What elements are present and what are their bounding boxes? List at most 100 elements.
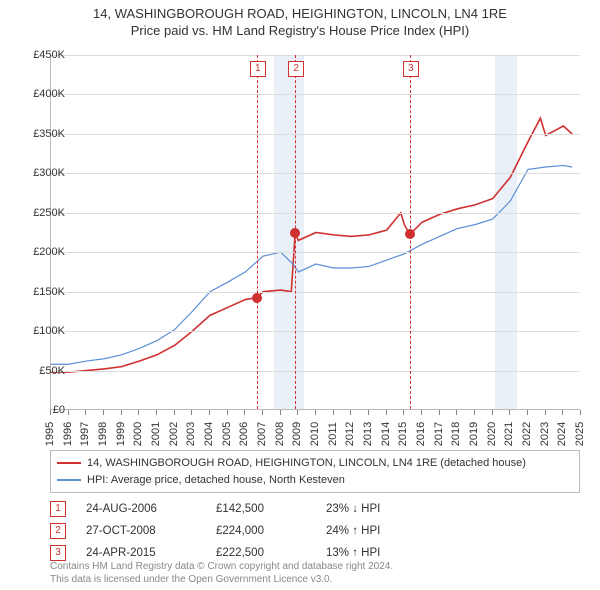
line-series-svg bbox=[51, 55, 580, 409]
x-tick bbox=[280, 410, 281, 415]
x-axis-label: 1999 bbox=[115, 422, 127, 446]
x-axis-label: 1998 bbox=[97, 422, 109, 446]
sale-marker-badge: 1 bbox=[250, 61, 266, 77]
x-axis-label: 2010 bbox=[309, 422, 321, 446]
x-axis-label: 2000 bbox=[132, 422, 144, 446]
x-axis-label: 1997 bbox=[79, 422, 91, 446]
x-tick bbox=[386, 410, 387, 415]
x-tick bbox=[174, 410, 175, 415]
x-tick bbox=[297, 410, 298, 415]
sale-marker-badge: 3 bbox=[403, 61, 419, 77]
legend-swatch-blue bbox=[57, 479, 81, 481]
x-tick bbox=[85, 410, 86, 415]
sale-row-date: 24-AUG-2006 bbox=[86, 503, 196, 515]
x-tick bbox=[209, 410, 210, 415]
legend-swatch-red bbox=[57, 462, 81, 464]
chart-container: 14, WASHINGBOROUGH ROAD, HEIGHINGTON, LI… bbox=[0, 0, 600, 590]
sale-marker-dot bbox=[405, 229, 415, 239]
gridline bbox=[51, 55, 580, 56]
y-axis-label: £50K bbox=[39, 365, 65, 377]
footnote-line-1: Contains HM Land Registry data © Crown c… bbox=[50, 560, 393, 573]
legend-item-blue: HPI: Average price, detached house, Nort… bbox=[57, 472, 573, 489]
sale-row-date: 24-APR-2015 bbox=[86, 547, 196, 559]
x-axis-label: 2007 bbox=[256, 422, 268, 446]
x-tick bbox=[262, 410, 263, 415]
gridline bbox=[51, 134, 580, 135]
sale-row: 2 27-OCT-2008 £224,000 24% ↑ HPI bbox=[50, 520, 580, 542]
chart-title: 14, WASHINGBOROUGH ROAD, HEIGHINGTON, LI… bbox=[0, 0, 600, 40]
sale-row-diff: 13% ↑ HPI bbox=[326, 547, 436, 559]
sale-row-diff: 23% ↓ HPI bbox=[326, 503, 436, 515]
series-blue bbox=[51, 165, 572, 364]
x-tick bbox=[403, 410, 404, 415]
legend-label-red: 14, WASHINGBOROUGH ROAD, HEIGHINGTON, LI… bbox=[87, 455, 526, 472]
x-axis-label: 2021 bbox=[503, 422, 515, 446]
x-axis-label: 2002 bbox=[168, 422, 180, 446]
footnote-line-2: This data is licensed under the Open Gov… bbox=[50, 573, 393, 586]
x-axis-label: 2022 bbox=[521, 422, 533, 446]
x-tick bbox=[562, 410, 563, 415]
legend-label-blue: HPI: Average price, detached house, Nort… bbox=[87, 472, 345, 489]
x-axis-label: 2014 bbox=[380, 422, 392, 446]
x-tick bbox=[68, 410, 69, 415]
sale-row-date: 27-OCT-2008 bbox=[86, 525, 196, 537]
sale-marker-badge: 2 bbox=[288, 61, 304, 77]
x-axis-label: 2024 bbox=[556, 422, 568, 446]
x-axis-label: 2017 bbox=[433, 422, 445, 446]
series-red bbox=[51, 118, 572, 372]
sale-row-price: £224,000 bbox=[216, 525, 306, 537]
y-axis-label: £250K bbox=[33, 207, 65, 219]
x-tick bbox=[456, 410, 457, 415]
x-tick bbox=[580, 410, 581, 415]
sale-marker-line bbox=[257, 55, 258, 409]
x-axis-label: 2015 bbox=[397, 422, 409, 446]
gridline bbox=[51, 331, 580, 332]
x-tick bbox=[50, 410, 51, 415]
x-tick bbox=[421, 410, 422, 415]
x-tick bbox=[509, 410, 510, 415]
x-axis-label: 2005 bbox=[221, 422, 233, 446]
sale-row-badge: 1 bbox=[50, 501, 66, 517]
x-tick bbox=[527, 410, 528, 415]
x-tick bbox=[439, 410, 440, 415]
x-tick bbox=[156, 410, 157, 415]
x-axis-label: 2019 bbox=[468, 422, 480, 446]
x-axis-label: 2018 bbox=[450, 422, 462, 446]
gridline bbox=[51, 173, 580, 174]
sale-marker-dot bbox=[252, 293, 262, 303]
gridline bbox=[51, 213, 580, 214]
gridline bbox=[51, 252, 580, 253]
x-axis-label: 2016 bbox=[415, 422, 427, 446]
x-axis-label: 2013 bbox=[362, 422, 374, 446]
title-line-2: Price paid vs. HM Land Registry's House … bbox=[0, 23, 600, 40]
y-axis-label: £0 bbox=[53, 404, 65, 416]
x-axis-label: 2011 bbox=[327, 422, 339, 446]
sale-row-price: £222,500 bbox=[216, 547, 306, 559]
x-tick bbox=[121, 410, 122, 415]
x-tick bbox=[315, 410, 316, 415]
x-axis-label: 1995 bbox=[44, 422, 56, 446]
plot-area: 1 2 3 bbox=[50, 55, 580, 410]
sale-row-badge: 2 bbox=[50, 523, 66, 539]
sale-row-diff: 24% ↑ HPI bbox=[326, 525, 436, 537]
y-axis-label: £200K bbox=[33, 246, 65, 258]
x-axis-label: 2004 bbox=[203, 422, 215, 446]
x-axis-label: 2003 bbox=[185, 422, 197, 446]
legend: 14, WASHINGBOROUGH ROAD, HEIGHINGTON, LI… bbox=[50, 450, 580, 493]
y-axis-label: £300K bbox=[33, 167, 65, 179]
x-tick bbox=[350, 410, 351, 415]
y-axis-label: £350K bbox=[33, 128, 65, 140]
x-tick bbox=[191, 410, 192, 415]
x-tick bbox=[492, 410, 493, 415]
x-tick bbox=[474, 410, 475, 415]
x-tick bbox=[103, 410, 104, 415]
x-tick bbox=[545, 410, 546, 415]
x-axis-label: 1996 bbox=[62, 422, 74, 446]
legend-item-red: 14, WASHINGBOROUGH ROAD, HEIGHINGTON, LI… bbox=[57, 455, 573, 472]
x-tick bbox=[333, 410, 334, 415]
y-axis-label: £100K bbox=[33, 325, 65, 337]
y-axis-label: £150K bbox=[33, 286, 65, 298]
x-tick bbox=[227, 410, 228, 415]
x-axis-label: 2023 bbox=[539, 422, 551, 446]
sale-row-badge: 3 bbox=[50, 545, 66, 561]
